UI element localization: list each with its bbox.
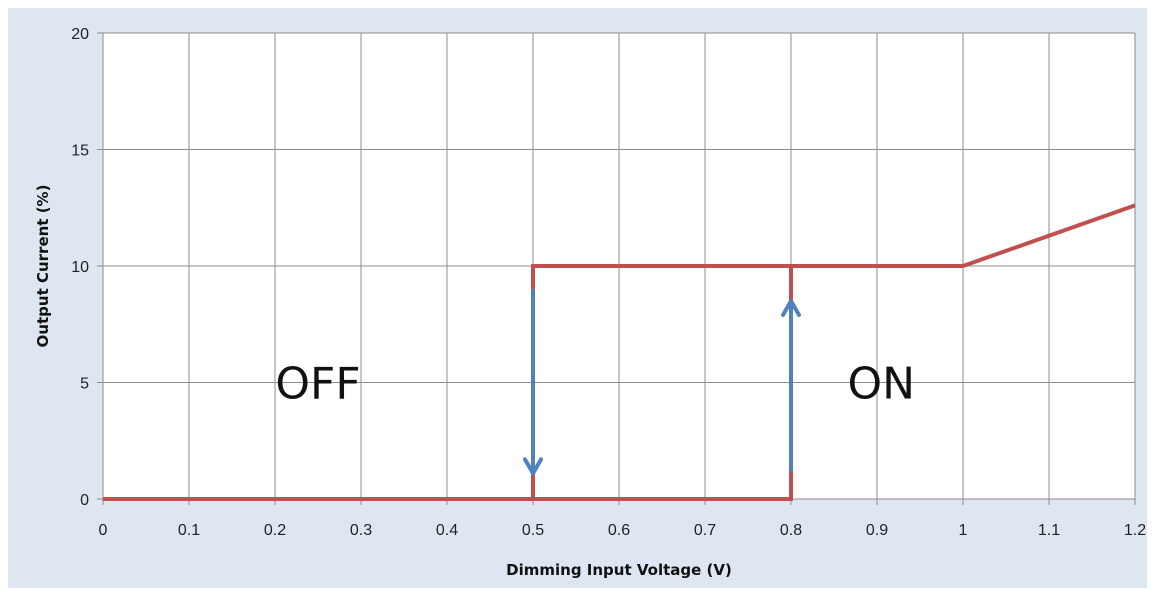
annotation-off: OFF (275, 359, 360, 410)
x-axis-label: Dimming Input Voltage (V) (506, 561, 732, 579)
x-tick-labels: 0 0.1 0.2 0.3 0.4 0.5 0.6 0.7 0.8 0.9 1 1.1 1.2 (99, 522, 1147, 539)
arrow-head (523, 457, 543, 476)
x-tick-label: 1.2 (1124, 522, 1146, 539)
annotation-on: ON (848, 359, 916, 410)
x-tick-label: 0.8 (780, 522, 802, 539)
x-tick-label: 0.1 (178, 522, 200, 539)
x-tick-label: 0.7 (694, 522, 716, 539)
y-tick-label: 0 (80, 492, 89, 509)
x-tick-label: 1.1 (1038, 522, 1060, 539)
x-tick-label: 0.9 (866, 522, 888, 539)
series-line-1 (103, 203, 1136, 501)
x-tick-label: 0.4 (436, 522, 458, 539)
x-tick-label: 0.3 (350, 522, 372, 539)
grid (97, 32, 1136, 505)
y-tick-labels: 0 5 10 15 20 (71, 26, 89, 509)
y-tick-label: 10 (71, 259, 89, 276)
arrow-head (781, 298, 801, 317)
arrows-layer (523, 289, 801, 476)
x-tick-label: 1 (959, 522, 968, 539)
x-tick-label: 0.6 (608, 522, 630, 539)
y-tick-label: 20 (71, 26, 89, 43)
y-axis-label: Output Current (%) (34, 185, 52, 348)
y-tick-label: 15 (71, 143, 89, 160)
x-tick-label: 0.2 (264, 522, 286, 539)
y-tick-label: 5 (80, 376, 89, 393)
x-tick-label: 0 (99, 522, 108, 539)
arrow-down (523, 289, 543, 476)
annotations-layer: OFF ON (275, 359, 915, 410)
arrow-up (781, 298, 801, 472)
x-tick-label: 0.5 (522, 522, 544, 539)
